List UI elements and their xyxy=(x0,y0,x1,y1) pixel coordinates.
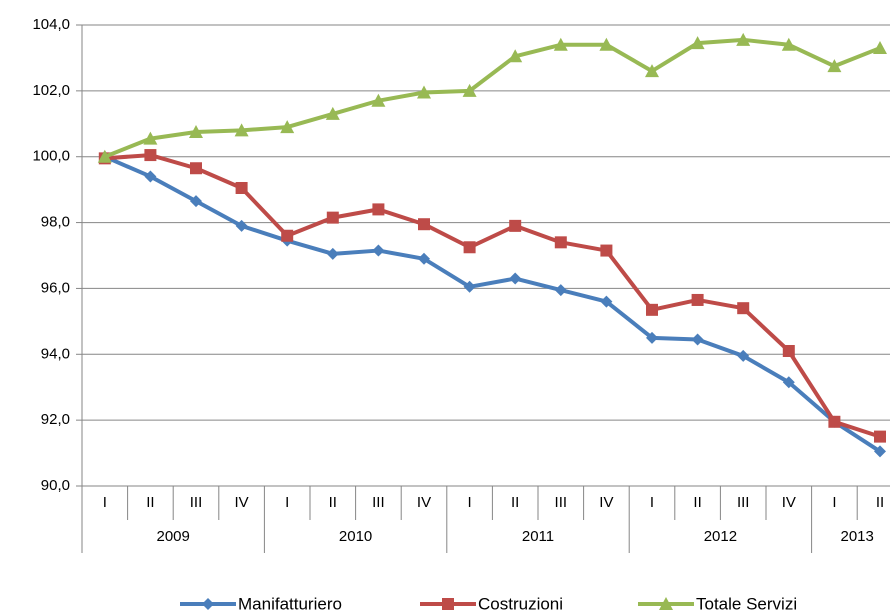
marker xyxy=(737,349,750,362)
marker xyxy=(144,149,157,162)
group-label: 2011 xyxy=(522,528,554,545)
x-tick-label: III xyxy=(555,494,568,511)
marker xyxy=(781,37,796,51)
x-tick-label: III xyxy=(190,494,203,511)
y-tick-label: 104,0 xyxy=(32,16,70,33)
marker xyxy=(690,36,705,50)
group-label: 2010 xyxy=(339,528,372,545)
marker xyxy=(659,597,673,610)
marker xyxy=(417,85,431,99)
marker xyxy=(646,331,658,344)
marker xyxy=(442,598,454,610)
marker xyxy=(372,203,385,216)
marker xyxy=(234,123,249,137)
marker xyxy=(736,32,751,46)
y-tick-label: 92,0 xyxy=(41,411,70,428)
marker xyxy=(874,430,886,443)
x-tick-label: I xyxy=(650,494,654,511)
marker xyxy=(553,37,568,51)
legend: Manifatturiero Costruzioni Totale Servizi xyxy=(180,594,797,613)
marker xyxy=(372,244,385,257)
x-tick-label: I xyxy=(285,494,289,511)
marker xyxy=(235,181,248,194)
legend-label: Totale Servizi xyxy=(696,594,797,613)
marker xyxy=(280,120,295,134)
series xyxy=(98,149,886,443)
marker xyxy=(281,229,294,242)
marker xyxy=(554,236,567,249)
series xyxy=(98,150,886,458)
marker xyxy=(874,445,886,458)
marker xyxy=(189,125,203,139)
marker xyxy=(190,162,202,175)
y-tick-label: 90,0 xyxy=(41,477,70,494)
x-tick-label: I xyxy=(468,494,472,511)
marker xyxy=(782,376,795,389)
group-label: 2013 xyxy=(841,528,874,545)
marker xyxy=(418,218,430,231)
marker xyxy=(827,59,842,73)
marker xyxy=(418,252,430,265)
marker xyxy=(509,272,522,285)
y-tick-label: 100,0 xyxy=(32,148,70,165)
marker xyxy=(190,195,202,208)
marker xyxy=(782,344,795,357)
marker xyxy=(463,241,476,254)
marker xyxy=(144,170,157,183)
marker xyxy=(462,83,477,97)
x-tick-label: III xyxy=(372,494,385,511)
marker xyxy=(737,302,750,315)
series xyxy=(97,32,887,163)
legend-label: Manifatturiero xyxy=(238,594,342,613)
marker xyxy=(235,219,248,232)
marker xyxy=(554,284,567,297)
marker xyxy=(326,211,339,224)
x-tick-label: IV xyxy=(235,494,249,511)
marker xyxy=(325,106,340,120)
marker xyxy=(371,93,386,107)
marker xyxy=(599,37,614,51)
marker xyxy=(326,247,339,260)
y-tick-label: 96,0 xyxy=(41,279,70,296)
x-tick-label: II xyxy=(693,494,701,511)
x-tick-label: II xyxy=(146,494,154,511)
x-tick-label: II xyxy=(511,494,519,511)
marker xyxy=(97,149,112,163)
series-line xyxy=(104,154,882,454)
marker xyxy=(600,244,613,257)
y-tick-label: 102,0 xyxy=(32,82,70,99)
x-tick-label: III xyxy=(737,494,750,511)
legend-label: Costruzioni xyxy=(478,594,563,613)
x-tick-label: I xyxy=(103,494,107,511)
marker xyxy=(600,295,613,308)
marker xyxy=(645,64,659,78)
series-line xyxy=(104,37,881,159)
x-tick-label: IV xyxy=(599,494,613,511)
marker xyxy=(828,415,841,428)
y-tick-label: 94,0 xyxy=(41,345,70,362)
x-tick-label: IV xyxy=(782,494,796,511)
marker xyxy=(691,333,704,346)
marker xyxy=(691,293,704,306)
group-label: 2012 xyxy=(704,528,737,545)
marker xyxy=(202,598,214,610)
marker xyxy=(143,131,158,145)
y-tick-label: 98,0 xyxy=(41,214,70,231)
x-tick-label: IV xyxy=(417,494,431,511)
x-tick-label: I xyxy=(832,494,836,511)
marker xyxy=(463,280,476,293)
x-tick-label: II xyxy=(876,494,884,511)
series-line xyxy=(104,153,881,439)
marker xyxy=(873,41,887,55)
marker xyxy=(509,219,522,232)
marker xyxy=(508,49,523,63)
x-tick-label: II xyxy=(329,494,337,511)
group-label: 2009 xyxy=(157,528,190,545)
marker xyxy=(646,303,658,316)
